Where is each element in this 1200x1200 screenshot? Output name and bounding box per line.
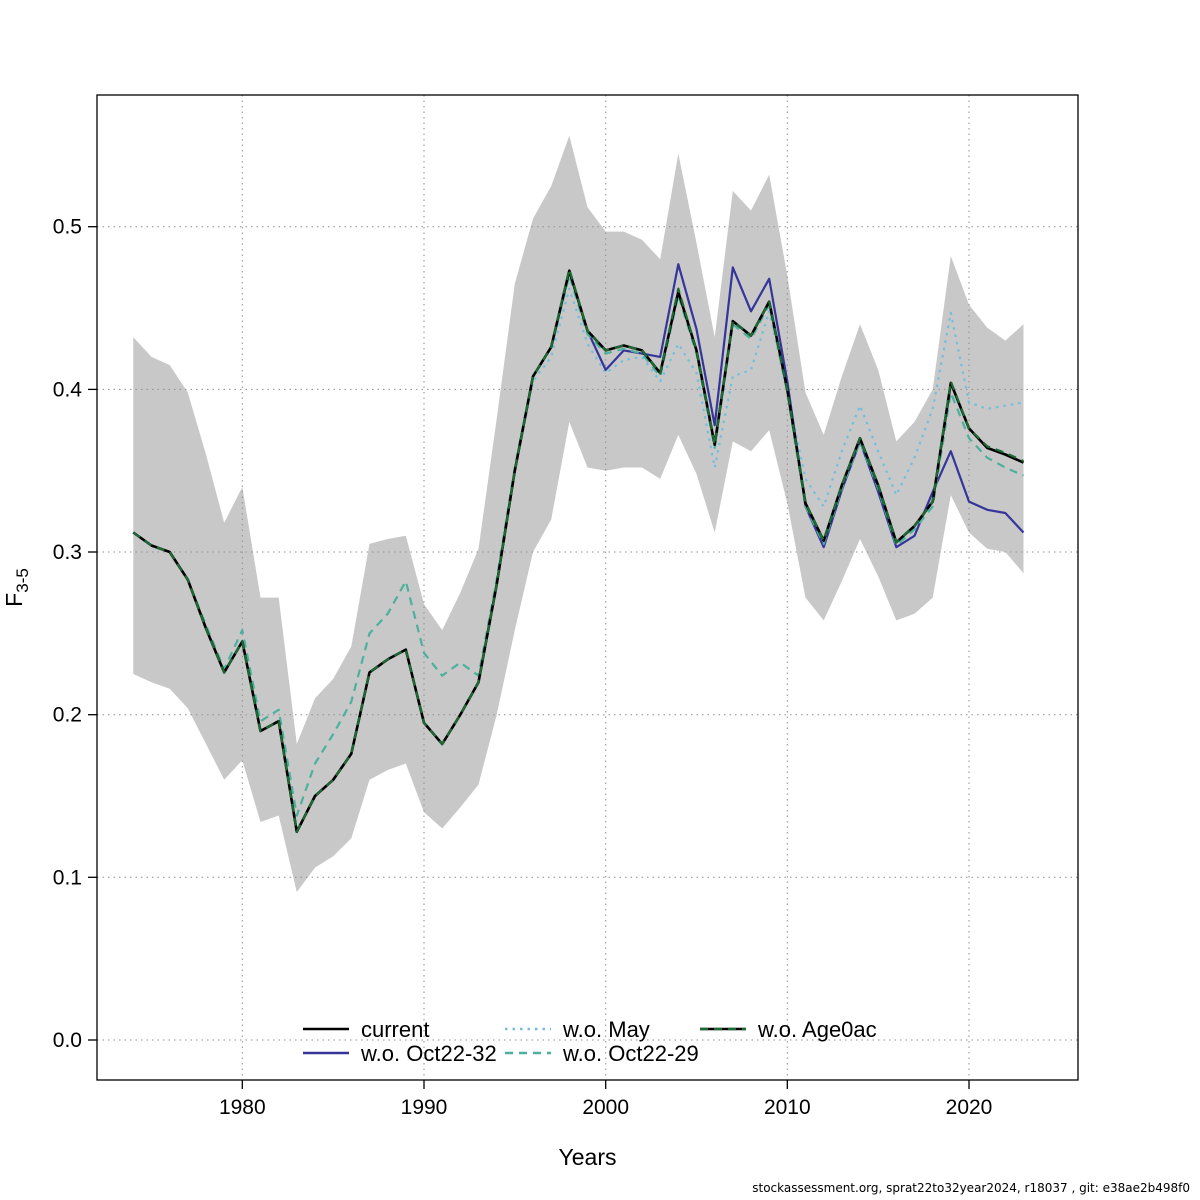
y-tick-label: 0.4 (53, 378, 83, 401)
x-tick-label: 1980 (219, 1096, 266, 1119)
x-tick-label: 1990 (401, 1096, 448, 1119)
y-tick-label: 0.1 (53, 866, 82, 889)
x-tick-label: 2020 (946, 1096, 993, 1119)
y-tick-label: 0.5 (53, 216, 82, 239)
legend-label-wo-age0ac: w.o. Age0ac (757, 1017, 877, 1042)
y-tick-label: 0.2 (53, 704, 82, 727)
y-axis-label: F3-5 (1, 568, 32, 607)
legend-label-wo-oct22-32: w.o. Oct22-32 (360, 1041, 497, 1066)
x-tick-label: 2000 (582, 1096, 629, 1119)
plot-border (96, 94, 1079, 1081)
series-line-wo-may (132, 287, 1024, 833)
y-tick-label: 0.3 (53, 541, 82, 564)
legend-label-wo-oct22-29: w.o. Oct22-29 (562, 1041, 699, 1066)
y-tick-label: 0.0 (53, 1029, 82, 1052)
footer-attribution: stockassessment.org, sprat22to32year2024… (752, 1181, 1190, 1195)
confidence-band (133, 135, 1024, 892)
x-tick-label: 2010 (764, 1096, 811, 1119)
x-axis-label: Years (559, 1144, 617, 1170)
legend-label-current: current (361, 1017, 429, 1042)
series-line-wo-age0ac (132, 267, 1024, 833)
legend-label-wo-may: w.o. May (562, 1017, 650, 1042)
